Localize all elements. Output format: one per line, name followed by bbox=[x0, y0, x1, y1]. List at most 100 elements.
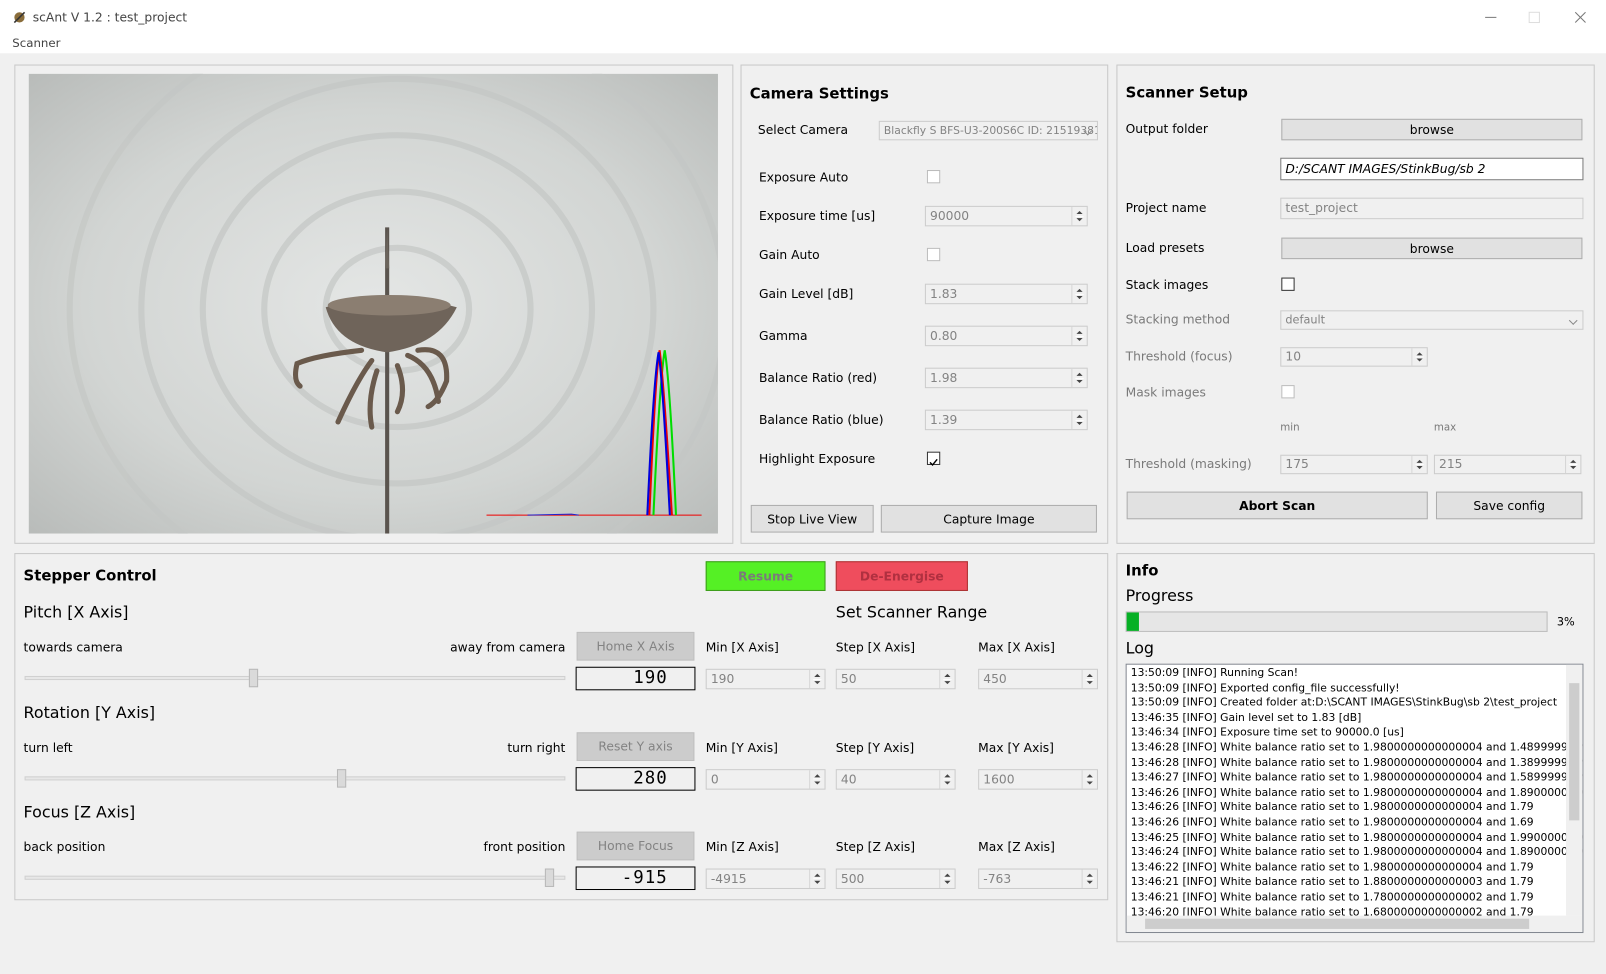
section-title: Scanner Setup bbox=[1125, 85, 1248, 102]
scroll-thumb[interactable] bbox=[1145, 918, 1530, 929]
spinbox[interactable]: -4915 bbox=[705, 868, 826, 889]
slider-label: turn right bbox=[507, 739, 566, 755]
range-label: Min [Z Axis] bbox=[705, 839, 779, 854]
spinbox[interactable]: 1.98 bbox=[924, 367, 1088, 389]
slider-handle[interactable] bbox=[248, 668, 259, 688]
progress-fill bbox=[1126, 612, 1140, 631]
spinbox[interactable]: 190 bbox=[705, 668, 826, 690]
field-label: Gamma bbox=[758, 328, 808, 344]
section-title: Camera Settings bbox=[749, 86, 889, 103]
home-button[interactable]: Reset Y axis bbox=[576, 731, 695, 761]
section-title: Info bbox=[1125, 563, 1159, 580]
slider-handle[interactable] bbox=[336, 768, 347, 788]
spinbox[interactable]: 40 bbox=[835, 768, 956, 790]
field-label: Output folder bbox=[1125, 121, 1208, 137]
log-line: 13:46:20 [INFO] White balance ratio set … bbox=[1130, 905, 1534, 919]
browse-button[interactable]: browse bbox=[1281, 237, 1583, 260]
log-line: 13:46:34 [INFO] Exposure time set to 900… bbox=[1130, 726, 1404, 739]
field-label: Exposure time [us] bbox=[758, 208, 876, 224]
v-scrollbar[interactable] bbox=[1566, 664, 1583, 916]
log-view[interactable]: 13:50:09 [INFO] Running Scan! 13:50:09 [I… bbox=[1125, 663, 1584, 934]
position-display: 280 bbox=[575, 766, 696, 791]
log-line: 13:46:21 [INFO] White balance ratio set … bbox=[1130, 891, 1534, 904]
slider-label: front position bbox=[483, 839, 566, 854]
field-label: Balance Ratio (red) bbox=[758, 370, 878, 386]
checkbox[interactable] bbox=[926, 451, 941, 467]
scanner-panel bbox=[1116, 64, 1595, 544]
window-title: scAnt V 1.2 : test_project bbox=[32, 10, 188, 25]
spinbox[interactable]: 0.80 bbox=[924, 325, 1088, 347]
button[interactable]: Abort Scan bbox=[1126, 491, 1428, 520]
field-label: Stacking method bbox=[1125, 312, 1231, 327]
camera-select[interactable]: Blackfly S BFS-U3-200S6C ID: 21519381 bbox=[878, 120, 1098, 141]
field-label: Gain Level [dB] bbox=[758, 286, 854, 302]
range-label: Step [Z Axis] bbox=[835, 839, 916, 854]
log-line: 13:46:24 [INFO] White balance ratio set … bbox=[1130, 846, 1584, 859]
browse-button[interactable]: browse bbox=[1281, 118, 1583, 141]
checkbox[interactable] bbox=[1281, 277, 1295, 291]
text-input[interactable]: test_project bbox=[1280, 197, 1584, 220]
spinbox[interactable]: 0 bbox=[705, 768, 826, 790]
log-line: 13:50:09 [INFO] Exported config_file suc… bbox=[1130, 681, 1400, 694]
button[interactable]: Save config bbox=[1435, 491, 1583, 520]
check-mark bbox=[929, 458, 938, 467]
spinbox[interactable]: 215 bbox=[1433, 454, 1582, 475]
progress-label: Progress bbox=[1125, 586, 1194, 606]
spinbox[interactable]: 500 bbox=[835, 868, 956, 889]
log-line: 13:46:28 [INFO] White balance ratio set … bbox=[1130, 741, 1584, 754]
home-button[interactable]: Home Focus bbox=[576, 831, 695, 860]
field-label: Project name bbox=[1125, 200, 1207, 216]
button[interactable]: Capture Image bbox=[880, 504, 1097, 533]
menu-item[interactable]: Scanner bbox=[12, 35, 61, 51]
range-label: Min [Y Axis] bbox=[705, 739, 778, 755]
log-label: Log bbox=[1125, 639, 1154, 658]
log-line: 13:46:26 [INFO] White balance ratio set … bbox=[1130, 786, 1584, 799]
resume-button[interactable]: Resume bbox=[705, 561, 826, 591]
range-label: Step [X Axis] bbox=[835, 640, 916, 655]
range-label: Max [Z Axis] bbox=[978, 839, 1055, 854]
spinbox[interactable]: 175 bbox=[1280, 454, 1428, 475]
scroll-thumb[interactable] bbox=[1569, 683, 1580, 821]
range-label: Max [X Axis] bbox=[978, 640, 1055, 655]
path-input[interactable]: D:/SCANT IMAGES/StinkBug/sb 2 bbox=[1280, 157, 1584, 181]
spinbox[interactable]: 450 bbox=[978, 668, 1098, 690]
de-energise-button[interactable]: De-Energise bbox=[835, 561, 968, 591]
log-line: 13:46:28 [INFO] White balance ratio set … bbox=[1130, 756, 1584, 769]
checkbox[interactable] bbox=[1281, 385, 1295, 399]
field-label: Exposure Auto bbox=[758, 170, 849, 185]
slider-handle[interactable] bbox=[544, 868, 555, 887]
axis-title: Pitch [X Axis] bbox=[23, 603, 129, 622]
log-line: 13:46:26 [INFO] White balance ratio set … bbox=[1130, 801, 1534, 814]
slider-label: away from camera bbox=[450, 640, 566, 655]
home-button[interactable]: Home X Axis bbox=[576, 631, 695, 661]
section-subtitle: Set Scanner Range bbox=[835, 603, 988, 622]
slider-track[interactable] bbox=[24, 675, 566, 681]
window-controls[interactable] bbox=[1475, 6, 1598, 29]
button[interactable]: Stop Live View bbox=[750, 504, 874, 533]
field-label: Gain Auto bbox=[758, 247, 820, 263]
log-line: 13:50:09 [INFO] Running Scan! bbox=[1130, 666, 1299, 680]
slider-track[interactable] bbox=[24, 875, 566, 880]
slider-track[interactable] bbox=[24, 775, 566, 780]
log-line: 13:46:27 [INFO] White balance ratio set … bbox=[1130, 771, 1584, 784]
spinbox[interactable]: 50 bbox=[835, 668, 956, 690]
position-display: 190 bbox=[575, 666, 696, 691]
field-label: Threshold (masking) bbox=[1125, 456, 1252, 472]
spinbox[interactable]: -763 bbox=[978, 868, 1098, 889]
method-select[interactable]: default bbox=[1280, 310, 1584, 330]
field-label: Balance Ratio (blue) bbox=[758, 412, 884, 428]
spinbox[interactable]: 10 bbox=[1280, 347, 1428, 367]
h-scrollbar[interactable] bbox=[1126, 915, 1583, 933]
field-label: Highlight Exposure bbox=[758, 451, 876, 467]
spinbox[interactable]: 1.83 bbox=[924, 283, 1088, 305]
checkbox[interactable] bbox=[926, 170, 941, 184]
log-line: 13:46:22 [INFO] White balance ratio set … bbox=[1130, 861, 1534, 874]
checkbox[interactable] bbox=[926, 247, 941, 262]
spinbox[interactable]: 1.39 bbox=[924, 409, 1088, 431]
spinbox[interactable]: 90000 bbox=[924, 205, 1088, 227]
slider-label: turn left bbox=[23, 739, 73, 755]
spinbox[interactable]: 1600 bbox=[978, 768, 1098, 790]
field-label: max bbox=[1433, 422, 1457, 434]
